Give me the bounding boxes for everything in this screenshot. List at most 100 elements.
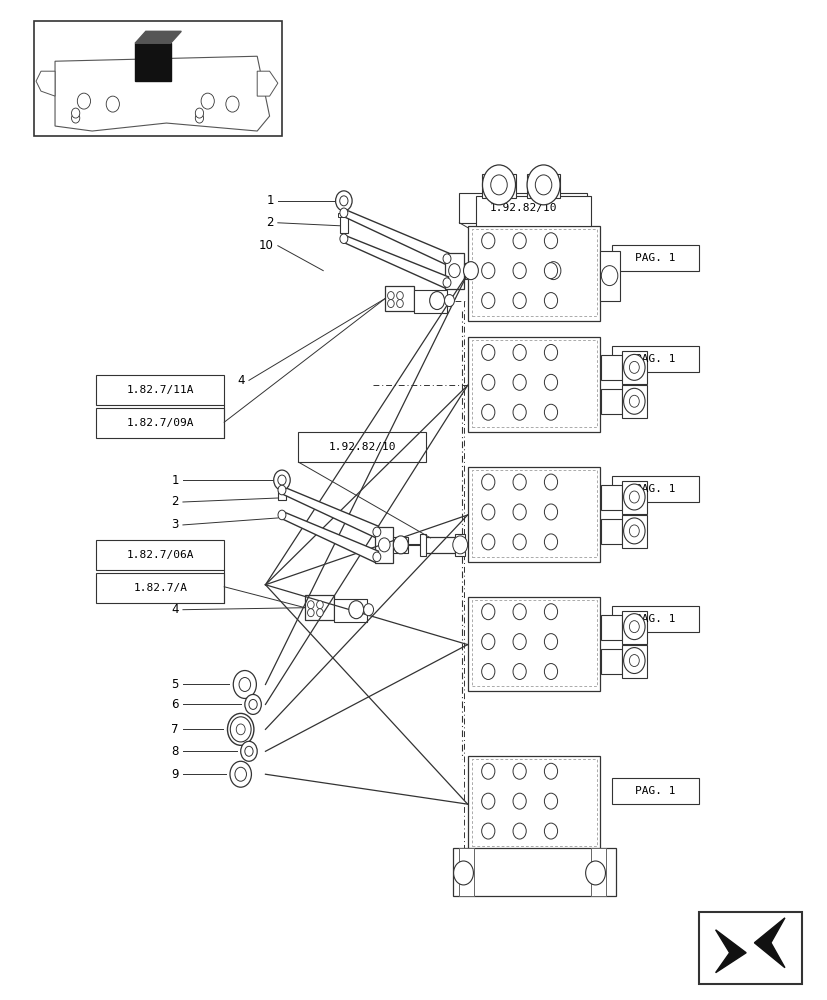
Polygon shape	[257, 71, 278, 96]
Circle shape	[481, 474, 495, 490]
Circle shape	[236, 724, 245, 735]
Circle shape	[481, 823, 495, 839]
Circle shape	[481, 793, 495, 809]
Circle shape	[372, 527, 380, 537]
Text: PAG. 1: PAG. 1	[634, 354, 675, 364]
Circle shape	[278, 510, 285, 520]
Circle shape	[543, 664, 557, 680]
Circle shape	[235, 767, 246, 781]
Circle shape	[513, 534, 526, 550]
Text: 1: 1	[171, 474, 179, 487]
Circle shape	[513, 604, 526, 620]
Circle shape	[348, 601, 363, 619]
Circle shape	[195, 113, 203, 123]
Text: 1.82.7/09A: 1.82.7/09A	[127, 418, 194, 428]
Bar	[611, 476, 698, 502]
Bar	[611, 778, 698, 804]
Bar	[621, 481, 646, 514]
Bar	[471, 340, 596, 427]
Circle shape	[481, 293, 495, 309]
Bar	[452, 848, 615, 896]
Circle shape	[106, 96, 119, 112]
Bar	[611, 346, 698, 372]
Text: 9: 9	[171, 768, 179, 781]
Circle shape	[396, 300, 403, 308]
Circle shape	[600, 266, 617, 286]
Text: 4: 4	[237, 374, 245, 387]
Bar	[304, 595, 333, 620]
Circle shape	[543, 404, 557, 420]
Bar	[621, 385, 646, 418]
Circle shape	[535, 175, 551, 195]
Bar	[600, 485, 621, 510]
Bar	[599, 251, 619, 301]
Text: 1.92.82/10: 1.92.82/10	[489, 203, 557, 213]
Circle shape	[543, 823, 557, 839]
Circle shape	[463, 262, 478, 280]
Circle shape	[623, 388, 644, 414]
Circle shape	[387, 292, 394, 300]
Circle shape	[629, 491, 638, 503]
Bar	[445, 253, 463, 289]
Circle shape	[481, 504, 495, 520]
Circle shape	[481, 263, 495, 279]
Polygon shape	[55, 56, 270, 131]
Text: 1.82.7/06A: 1.82.7/06A	[127, 550, 194, 560]
Text: 3: 3	[171, 518, 179, 531]
Circle shape	[230, 761, 251, 787]
Bar	[467, 756, 599, 851]
Text: 4: 4	[171, 603, 179, 616]
Circle shape	[233, 671, 256, 698]
Bar	[96, 540, 224, 570]
Circle shape	[195, 108, 203, 118]
Circle shape	[481, 374, 495, 390]
Polygon shape	[342, 235, 448, 288]
Bar	[503, 263, 547, 279]
Circle shape	[543, 634, 557, 650]
Bar	[621, 645, 646, 678]
Circle shape	[239, 678, 251, 691]
Bar	[419, 534, 426, 556]
Circle shape	[543, 534, 557, 550]
Text: 2: 2	[171, 495, 179, 508]
Circle shape	[442, 254, 451, 263]
Bar	[698, 912, 801, 984]
Circle shape	[623, 484, 644, 510]
Bar	[385, 286, 414, 311]
Circle shape	[513, 233, 526, 249]
Bar	[621, 611, 646, 644]
Bar	[459, 193, 586, 223]
Bar	[463, 263, 478, 279]
Circle shape	[363, 604, 373, 616]
Circle shape	[245, 746, 253, 756]
Circle shape	[629, 655, 638, 667]
Circle shape	[543, 504, 557, 520]
Circle shape	[340, 234, 347, 244]
Polygon shape	[753, 918, 784, 968]
Polygon shape	[280, 487, 378, 538]
Circle shape	[335, 191, 351, 211]
Bar	[547, 260, 557, 282]
Bar	[600, 649, 621, 674]
Circle shape	[481, 664, 495, 680]
Circle shape	[201, 93, 214, 109]
Circle shape	[543, 374, 557, 390]
Circle shape	[629, 361, 638, 373]
Bar	[590, 848, 605, 896]
Bar	[476, 196, 590, 226]
Text: 7: 7	[171, 723, 179, 736]
Circle shape	[387, 300, 394, 308]
Bar	[278, 482, 286, 500]
Circle shape	[527, 165, 559, 205]
Circle shape	[513, 293, 526, 309]
Bar	[611, 606, 698, 632]
Circle shape	[453, 861, 473, 885]
Circle shape	[230, 717, 251, 742]
Circle shape	[543, 604, 557, 620]
Bar	[621, 515, 646, 548]
Bar	[333, 599, 366, 622]
Circle shape	[393, 536, 408, 554]
Bar	[96, 375, 224, 405]
Text: PAG. 1: PAG. 1	[634, 786, 675, 796]
Bar	[298, 432, 426, 462]
